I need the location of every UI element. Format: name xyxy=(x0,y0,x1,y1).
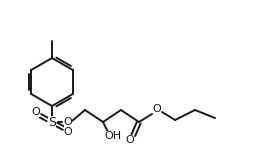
Text: O: O xyxy=(153,104,161,114)
Text: O: O xyxy=(64,117,72,127)
Text: O: O xyxy=(126,135,134,145)
Text: O: O xyxy=(64,127,72,137)
Text: S: S xyxy=(48,116,56,128)
Text: O: O xyxy=(32,107,40,117)
Text: OH: OH xyxy=(104,131,122,141)
